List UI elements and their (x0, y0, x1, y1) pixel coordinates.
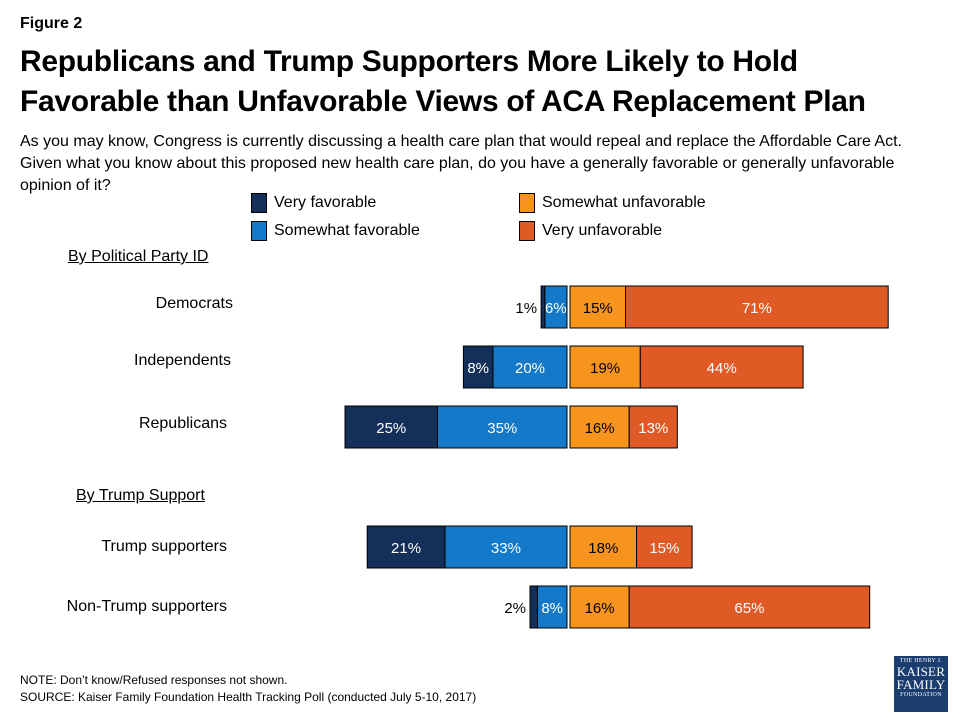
chart-subtitle: As you may know, Congress is currently d… (20, 133, 902, 194)
data-label-non-trump-supporters-very-unfavorable: 65% (734, 600, 764, 617)
data-label-democrats-very-unfavorable: 71% (742, 300, 772, 317)
logo-line-3: FAMILY (896, 677, 946, 692)
row-label-independents: Independents (134, 352, 231, 369)
bar-democrats-very-unfavorable (625, 285, 889, 329)
bar-independents-somewhat-favorable (492, 345, 568, 389)
data-label-democrats-somewhat-favorable: 6% (545, 300, 567, 317)
row-label-non-trump-supporters: Non-Trump supporters (66, 598, 227, 615)
logo-line-4: FOUNDATION (900, 692, 942, 698)
footer-source: SOURCE: Kaiser Family Foundation Health … (20, 690, 477, 704)
bar-non-trump-supporters-very-unfavorable (628, 585, 871, 629)
row-label-trump-supporters: Trump supporters (101, 538, 227, 555)
group-header-trump: By Trump Support (76, 487, 205, 504)
data-label-independents-very-favorable: 8% (467, 360, 489, 377)
data-label-independents-somewhat-favorable: 20% (515, 360, 545, 377)
data-label-republicans-very-favorable: 25% (376, 420, 406, 437)
bar-democrats-very-favorable (540, 285, 546, 329)
bar-trump-supporters-very-favorable (366, 525, 446, 569)
data-label-independents-very-unfavorable: 44% (707, 360, 737, 377)
data-label-democrats-very-favorable: 1% (515, 300, 537, 317)
data-label-trump-supporters-somewhat-favorable: 33% (491, 540, 521, 557)
bar-republicans-somewhat-favorable (437, 405, 568, 449)
bar-independents-very-unfavorable (639, 345, 804, 389)
bar-independents-very-favorable (462, 345, 494, 389)
data-label-trump-supporters-somewhat-unfavorable: 18% (588, 540, 618, 557)
footer: NOTE: Don’t know/Refused responses not s… (20, 672, 476, 706)
data-label-trump-supporters-very-unfavorable: 15% (649, 540, 679, 557)
logo-line-2: KAISER (896, 664, 946, 679)
data-label-non-trump-supporters-very-favorable: 2% (504, 600, 526, 617)
logo-line-1: THE HENRY J. (899, 658, 943, 664)
bar-trump-supporters-somewhat-unfavorable (569, 525, 638, 569)
bar-non-trump-supporters-somewhat-unfavorable (569, 585, 630, 629)
group-header-party: By Political Party ID (68, 248, 209, 265)
data-label-republicans-somewhat-favorable: 35% (487, 420, 517, 437)
bar-democrats-somewhat-unfavorable (569, 285, 626, 329)
data-label-republicans-somewhat-unfavorable: 16% (585, 420, 615, 437)
bar-trump-supporters-somewhat-favorable (444, 525, 568, 569)
bar-independents-somewhat-unfavorable (569, 345, 641, 389)
row-label-republicans: Republicans (138, 415, 227, 432)
figure-label: Figure 2 (20, 15, 83, 32)
chart-title: Republicans and Trump Supporters More Li… (20, 45, 866, 118)
data-label-non-trump-supporters-somewhat-unfavorable: 16% (585, 600, 615, 617)
data-label-republicans-very-unfavorable: 13% (638, 420, 668, 437)
data-label-democrats-somewhat-unfavorable: 15% (583, 300, 613, 317)
row-label-democrats: Democrats (155, 295, 233, 312)
kff-logo: THE HENRY J. KAISER FAMILY FOUNDATION (894, 656, 948, 712)
bar-republicans-very-favorable (344, 405, 438, 449)
data-label-trump-supporters-very-favorable: 21% (391, 540, 421, 557)
data-label-non-trump-supporters-somewhat-favorable: 8% (541, 600, 563, 617)
bar-trump-supporters-very-unfavorable (636, 525, 693, 569)
footer-note: NOTE: Don’t know/Refused responses not s… (20, 673, 288, 687)
bar-republicans-somewhat-unfavorable (569, 405, 630, 449)
data-label-independents-somewhat-unfavorable: 19% (590, 360, 620, 377)
bar-non-trump-supporters-very-favorable (529, 585, 538, 629)
bar-republicans-very-unfavorable (628, 405, 678, 449)
